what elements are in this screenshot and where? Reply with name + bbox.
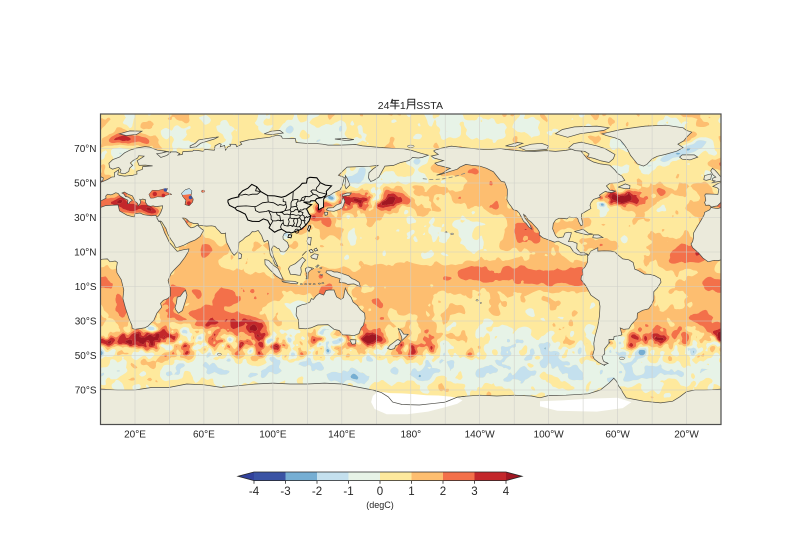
svg-text:100°E: 100°E	[259, 430, 287, 441]
svg-text:50°N: 50°N	[74, 179, 96, 190]
svg-text:70°N: 70°N	[74, 144, 96, 155]
svg-text:2: 2	[440, 486, 446, 498]
svg-text:-4: -4	[249, 486, 260, 498]
svg-text:1: 1	[408, 486, 414, 498]
svg-text:-3: -3	[280, 486, 290, 498]
svg-text:50°S: 50°S	[75, 351, 97, 362]
svg-text:140°E: 140°E	[328, 430, 356, 441]
svg-text:30°N: 30°N	[74, 213, 96, 224]
svg-text:24: 24	[378, 100, 390, 112]
svg-text:0: 0	[377, 486, 383, 498]
svg-text:10°N: 10°N	[74, 248, 96, 259]
svg-text:60°W: 60°W	[605, 430, 630, 441]
svg-text:-2: -2	[312, 486, 322, 498]
svg-text:60°E: 60°E	[193, 430, 215, 441]
svg-text:180°: 180°	[400, 430, 421, 441]
svg-text:3: 3	[471, 486, 477, 498]
svg-text:100°W: 100°W	[534, 430, 565, 441]
svg-text:(degC): (degC)	[366, 500, 394, 510]
svg-text:20°W: 20°W	[674, 430, 699, 441]
svg-text:1: 1	[400, 100, 406, 112]
svg-text:-1: -1	[343, 486, 353, 498]
svg-text:20°E: 20°E	[124, 430, 146, 441]
svg-text:SSTA: SSTA	[416, 100, 443, 112]
svg-text:30°S: 30°S	[75, 317, 97, 328]
svg-text:140°W: 140°W	[465, 430, 496, 441]
svg-text:4: 4	[503, 486, 510, 498]
svg-text:10°S: 10°S	[75, 282, 97, 293]
svg-text:70°S: 70°S	[75, 386, 97, 397]
